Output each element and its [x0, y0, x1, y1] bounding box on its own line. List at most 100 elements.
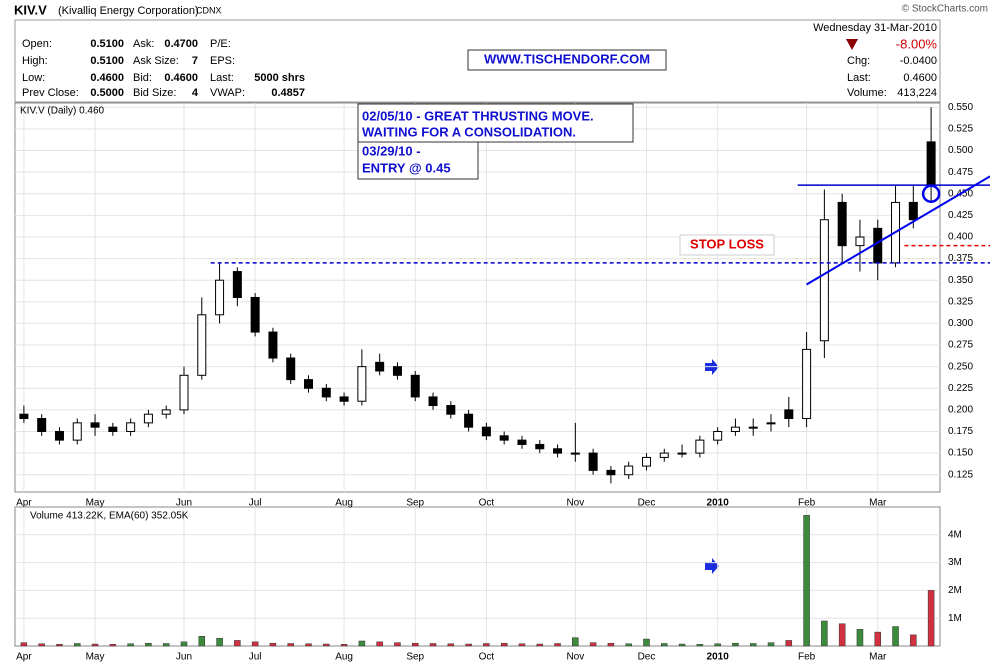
volume-bar: [20, 642, 28, 647]
quote-label: Open:: [22, 38, 52, 50]
note-box: [357, 103, 634, 143]
candle-body: [802, 348, 812, 420]
volume-bar: [394, 642, 401, 647]
candle-body: [54, 430, 64, 441]
volume-bar: [429, 643, 437, 647]
volume-bar: [678, 643, 686, 647]
banner: WWW.TISCHENDORF.COM: [484, 51, 650, 66]
candle-body: [481, 426, 491, 437]
x-tick-label: Aug: [335, 498, 353, 509]
candle-body: [517, 439, 527, 445]
candle-body: [446, 405, 456, 415]
quote-label: Low:: [22, 72, 45, 84]
candle-body: [161, 409, 171, 415]
candle-body: [392, 366, 402, 376]
x-tick-label: Mar: [869, 652, 887, 663]
candle-body: [677, 452, 687, 455]
candle-body: [304, 379, 314, 389]
volume-bar: [856, 629, 864, 647]
candle-body: [37, 418, 47, 432]
x-tick-label: 2010: [707, 498, 730, 509]
y-tick-label: 0.125: [948, 469, 973, 480]
y-tick-label: 0.225: [948, 383, 973, 394]
y-tick-label: 4M: [948, 529, 962, 540]
volume-bar: [234, 640, 241, 647]
candle-body: [819, 219, 829, 342]
candle-body: [499, 435, 509, 441]
y-tick-label: 0.200: [948, 405, 973, 416]
stop-loss: STOP LOSS: [690, 236, 764, 251]
y-tick-label: 0.275: [948, 340, 973, 351]
quote-value: 0.4857: [271, 87, 305, 99]
candle-body: [908, 201, 918, 221]
date: Wednesday 31-Mar-2010: [813, 22, 937, 34]
x-tick-label: Jun: [176, 498, 192, 509]
volume-bar: [536, 643, 544, 647]
x-tick-label: Apr: [16, 652, 32, 663]
quote-value: 0.4700: [164, 38, 198, 50]
candle-body: [641, 456, 651, 467]
volume-bar: [714, 643, 721, 647]
y-tick-label: 0.475: [948, 167, 973, 178]
x-tick-label: Sep: [406, 498, 424, 509]
candle-body: [321, 387, 331, 398]
x-tick-label: Jul: [249, 498, 262, 509]
candle-body: [464, 413, 474, 428]
candle-body: [748, 426, 758, 429]
volume-bar: [447, 643, 455, 647]
y-tick-label: 2M: [948, 585, 962, 596]
x-tick-label: Dec: [638, 498, 656, 509]
quote-value: 0.5100: [90, 55, 124, 67]
candle-body: [197, 314, 207, 376]
volume-bar: [785, 640, 793, 647]
volume-bar: [216, 637, 223, 647]
candle-body: [215, 279, 225, 316]
volume-bar: [91, 643, 99, 647]
candle-body: [179, 374, 189, 411]
annotation: WAITING FOR A CONSOLIDATION.: [362, 124, 576, 139]
stat-value: 0.4600: [903, 72, 937, 84]
candle-body: [286, 357, 296, 381]
x-tick-label: 2010: [707, 652, 730, 663]
volume-bar: [803, 515, 810, 647]
x-tick-label: Feb: [798, 498, 816, 509]
volume-bar: [411, 642, 419, 647]
x-tick-label: Mar: [869, 498, 887, 509]
volume-bar: [518, 643, 526, 647]
candle-body: [766, 422, 776, 425]
quote-label: Bid Size:: [133, 87, 176, 99]
volume-bar: [287, 643, 294, 647]
quote-label: Last:: [210, 72, 234, 84]
volume-bar: [732, 642, 739, 647]
annotation: 02/05/10 - GREAT THRUSTING MOVE.: [362, 108, 594, 123]
volume-bar: [821, 620, 828, 647]
candle-body: [250, 297, 260, 333]
banner-box: [467, 49, 667, 71]
volume-bar: [323, 643, 330, 647]
candle-body: [428, 396, 438, 407]
candle-body: [19, 413, 29, 420]
y-tick-label: 0.500: [948, 145, 973, 156]
volume-bar: [749, 643, 757, 647]
x-tick-label: May: [86, 652, 105, 663]
arrow: [705, 558, 719, 574]
volume-bar: [696, 644, 704, 647]
x-tick-label: Aug: [335, 652, 353, 663]
y-tick-label: 0.525: [948, 124, 973, 135]
quote-value: 0.4600: [164, 72, 198, 84]
y-tick-label: 0.350: [948, 275, 973, 286]
y-tick-label: 0.300: [948, 318, 973, 329]
annotation: 03/29/10 -: [362, 143, 421, 158]
volume-bar: [838, 623, 846, 647]
candle-body: [72, 422, 82, 441]
quote-value: 0.4600: [90, 72, 124, 84]
quote-label: Ask Size:: [133, 55, 179, 67]
x-tick-label: Apr: [16, 498, 32, 509]
candle-body: [659, 452, 669, 458]
volume-bar: [589, 642, 597, 647]
candle-body: [570, 452, 580, 455]
candle-body: [232, 271, 242, 299]
volume-bar: [305, 643, 312, 647]
down-arrow: [846, 39, 858, 50]
volume-bar: [376, 641, 383, 647]
